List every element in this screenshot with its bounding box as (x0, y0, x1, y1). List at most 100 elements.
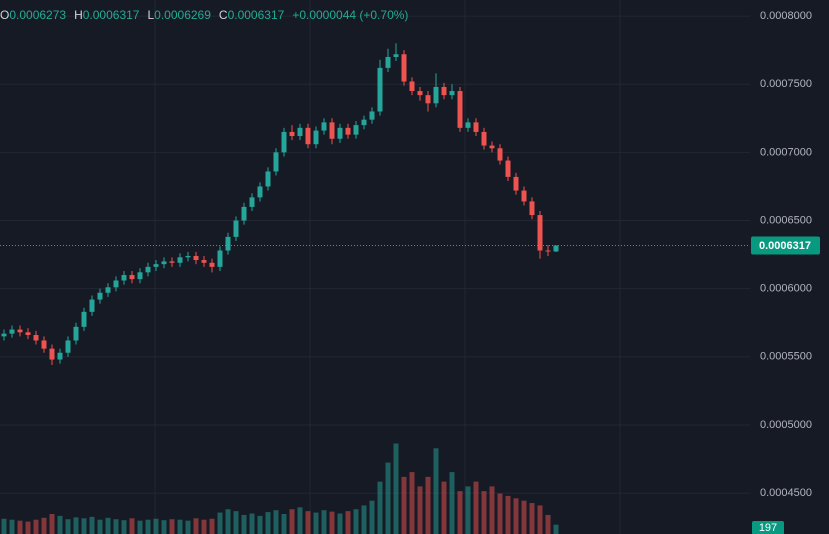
volume-bar (281, 514, 287, 534)
volume-bar (553, 524, 559, 534)
candle-body (17, 329, 23, 333)
volume-bar (529, 503, 535, 534)
volume-bar (305, 511, 311, 534)
volume-bar (313, 512, 319, 534)
legend-change: +0.0000044 (+0.70%) (292, 8, 409, 22)
volume-bar (201, 519, 207, 534)
candle-body (409, 81, 415, 92)
volume-bar (289, 509, 295, 534)
candle-body (369, 111, 375, 120)
candle-body (305, 127, 311, 145)
volume-bar (137, 520, 143, 534)
candle-body (377, 67, 383, 112)
volume-bar (361, 505, 367, 534)
volume-bar (257, 515, 263, 534)
legend-key: L (147, 8, 155, 22)
candle-body (169, 261, 175, 263)
candle-body (193, 255, 199, 261)
candle-body (241, 206, 247, 221)
y-tick-label: 0.0008000 (760, 10, 812, 22)
candle-body (425, 95, 431, 104)
candle-body (201, 260, 207, 263)
candle-body (393, 54, 399, 57)
candle-body (313, 130, 319, 145)
candle-body (145, 266, 151, 273)
candle-body (161, 261, 167, 265)
candle-body (49, 348, 55, 360)
candle-body (97, 292, 103, 300)
candle-body (265, 171, 271, 187)
volume-bar (241, 514, 247, 534)
last-price-box (751, 236, 820, 255)
volume-bar (449, 472, 455, 534)
candle-body (89, 299, 95, 312)
candle-body (473, 122, 479, 132)
volume-bar (329, 511, 335, 534)
volume-bar (249, 513, 255, 534)
volume-bar (25, 521, 31, 534)
candle-body (553, 245, 559, 252)
candle-body (513, 176, 519, 191)
candle-body (177, 257, 183, 263)
legend-value: 0.0006269 (154, 8, 211, 22)
volume-bar (433, 448, 439, 534)
volume-bar (417, 486, 423, 534)
volume-bar (457, 491, 463, 534)
volume-bar (353, 509, 359, 534)
legend-item: O0.0006273 (0, 8, 66, 22)
candle-body (361, 119, 367, 126)
volume-bar (401, 476, 407, 534)
legend-value: 0.0006317 (82, 8, 140, 22)
candle-body (73, 326, 79, 341)
candle-body (297, 127, 303, 137)
legend-item: L0.0006269 (147, 8, 210, 22)
volume-bar (177, 519, 183, 534)
volume-bar (377, 481, 383, 534)
candle-body (209, 262, 215, 267)
volume-bar (1, 518, 7, 534)
volume-bar (465, 486, 471, 534)
grid (0, 15, 750, 494)
candle-body (281, 131, 287, 153)
volume-bar (169, 519, 175, 534)
candle-body (33, 335, 39, 341)
volume-bar (9, 519, 15, 534)
candles (1, 43, 559, 365)
y-tick-label: 0.0007000 (760, 146, 812, 158)
volume-bar (193, 518, 199, 534)
volume-bar (233, 511, 239, 534)
y-tick-label: 0.0006000 (760, 283, 812, 295)
volume-bar (49, 514, 55, 534)
volume-bar (57, 515, 63, 534)
volume-bar (17, 520, 23, 534)
volume-bar (225, 509, 231, 534)
volume-bar (385, 462, 391, 534)
candle-body (185, 255, 191, 258)
volume-bar (129, 518, 135, 534)
candle-body (353, 125, 359, 135)
legend-item: H0.0006317 (74, 8, 139, 22)
volume-bar (121, 520, 127, 534)
candle-body (337, 127, 343, 139)
y-tick-label: 0.0004500 (760, 487, 812, 499)
candle-body (521, 190, 527, 202)
volume-bar (161, 520, 167, 534)
candle-body (417, 91, 423, 96)
volume-bar (473, 481, 479, 534)
candle-body (529, 201, 535, 216)
volume-bar (113, 519, 119, 534)
candle-body (121, 275, 127, 281)
y-tick-label: 0.0005500 (760, 351, 812, 363)
volume (1, 443, 559, 534)
volume-bar (273, 510, 279, 534)
candle-body (273, 152, 279, 172)
volume-bar (97, 519, 103, 534)
volume-box (752, 521, 784, 534)
volume-bar (393, 443, 399, 534)
volume-bar (41, 517, 47, 534)
volume-bar (481, 491, 487, 534)
candle-body (449, 91, 455, 96)
volume-bar (265, 512, 271, 534)
